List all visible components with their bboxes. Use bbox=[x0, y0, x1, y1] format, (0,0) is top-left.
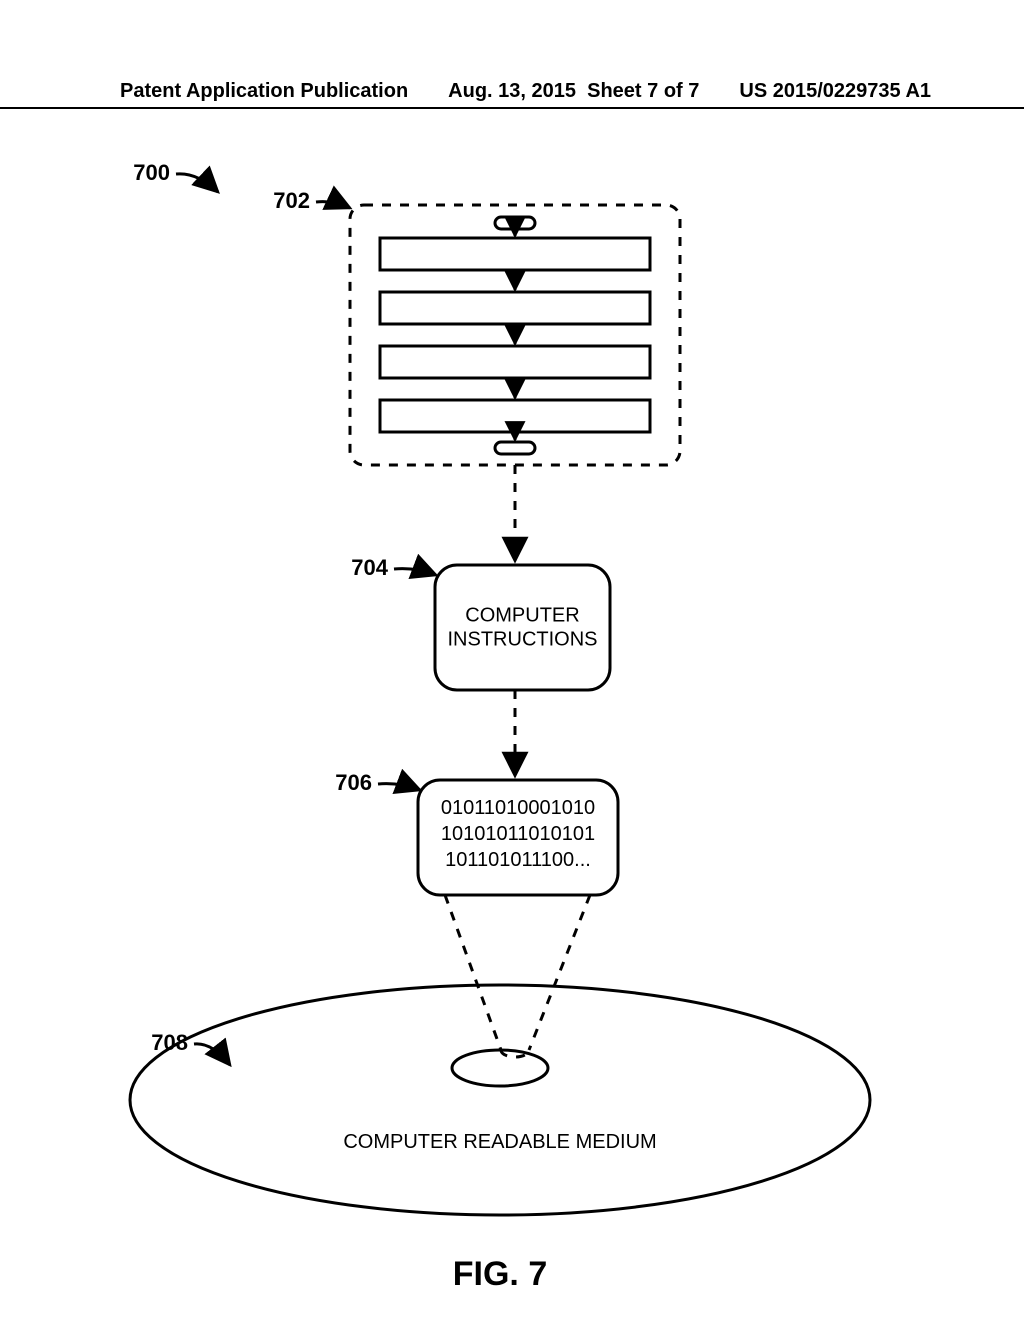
flow-step-2 bbox=[380, 292, 650, 324]
flow-step-1 bbox=[380, 238, 650, 270]
ref-binary: 706 bbox=[335, 770, 372, 795]
flow-step-4 bbox=[380, 400, 650, 432]
figure-diagram: COMPUTERINSTRUCTIONS 01011010001010 101010… bbox=[0, 120, 1024, 1320]
ref-main: 700 bbox=[133, 160, 170, 185]
ref-lead-flow bbox=[316, 202, 350, 208]
ref-flow: 702 bbox=[273, 188, 310, 213]
instr-text-1: COMPUTER bbox=[465, 605, 579, 627]
header-right: US 2015/0229735 A1 bbox=[739, 80, 931, 103]
medium-label: COMPUTER READABLE MEDIUM bbox=[343, 1131, 656, 1153]
header-left: Patent Application Publication bbox=[120, 80, 408, 103]
binary-text-2: 10101011010101 bbox=[441, 823, 595, 845]
instr-text-2: INSTRUCTIONS bbox=[448, 629, 598, 651]
cone-right bbox=[529, 895, 590, 1050]
cone-left bbox=[445, 895, 501, 1050]
binary-text-3: 101101011100... bbox=[445, 849, 591, 871]
figure-label: FIG. 7 bbox=[453, 1255, 547, 1293]
flow-end-terminal bbox=[495, 442, 535, 454]
ref-lead-instr bbox=[394, 569, 436, 575]
header-center: Aug. 13, 2015 Sheet 7 of 7 bbox=[448, 80, 699, 103]
ref-lead-main bbox=[176, 174, 218, 192]
ref-instr: 704 bbox=[351, 555, 388, 580]
page-header: Patent Application Publication Aug. 13, … bbox=[0, 80, 1024, 109]
flow-start-terminal bbox=[495, 217, 535, 229]
disc-outer bbox=[130, 985, 870, 1215]
flow-step-3 bbox=[380, 346, 650, 378]
binary-text-1: 01011010001010 bbox=[441, 797, 595, 819]
disc-inner bbox=[452, 1050, 548, 1086]
ref-lead-binary bbox=[378, 784, 420, 790]
ref-lead-medium bbox=[194, 1044, 230, 1065]
ref-medium: 708 bbox=[151, 1030, 188, 1055]
computer-instructions-box bbox=[435, 565, 610, 690]
